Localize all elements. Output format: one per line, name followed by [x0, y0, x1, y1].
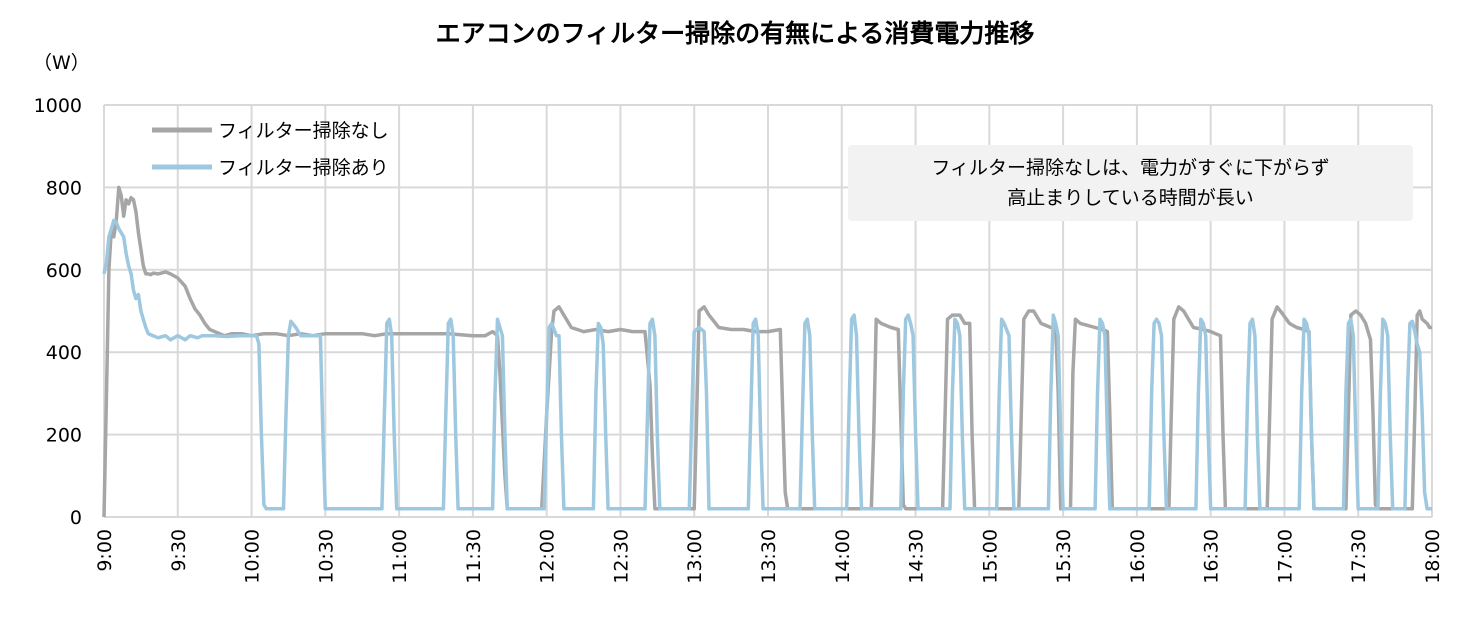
x-tick-label: 16:00: [1127, 529, 1149, 584]
legend-label-no-cleaning: フィルター掃除なし: [218, 120, 389, 142]
y-tick-label: 800: [46, 177, 82, 199]
y-tick-label: 400: [46, 342, 82, 364]
x-tick-label: 17:30: [1348, 529, 1370, 584]
y-tick-label: 600: [46, 260, 82, 282]
x-axis-ticks: 9:00 9:30 10:00 10:30 11:00 11:30 12:00 12:30 13…: [94, 529, 1444, 584]
x-tick-label: 9:30: [168, 529, 190, 572]
y-tick-label: 0: [70, 507, 82, 529]
annotation-line-2: 高止まりしている時間が長い: [1007, 187, 1254, 209]
x-tick-label: 13:30: [758, 529, 780, 584]
x-tick-label: 11:30: [463, 529, 485, 584]
x-tick-label: 10:30: [315, 529, 337, 584]
annotation-box: フィルター掃除なしは、電力がすぐに下がらず 高止まりしている時間が長い: [848, 145, 1413, 221]
annotation-line-1: フィルター掃除なしは、電力がすぐに下がらず: [931, 157, 1330, 179]
x-tick-label: 12:30: [610, 529, 632, 584]
x-tick-label: 9:00: [94, 529, 116, 572]
chart-title: エアコンのフィルター掃除の有無による消費電力推移: [435, 19, 1035, 48]
x-tick-label: 13:00: [684, 529, 706, 584]
x-tick-label: 14:00: [832, 529, 854, 584]
y-axis-ticks: 0 200 400 600 800 1000: [34, 95, 82, 529]
x-tick-label: 15:00: [979, 529, 1001, 584]
legend-label-cleaning: フィルター掃除あり: [218, 157, 389, 179]
series-lines: [102, 185, 1432, 518]
y-axis-unit: （W）: [33, 52, 90, 74]
x-tick-label: 18:00: [1422, 529, 1444, 584]
x-tick-label: 17:00: [1274, 529, 1296, 584]
x-tick-label: 12:00: [537, 529, 559, 584]
y-tick-label: 200: [46, 425, 82, 447]
x-tick-label: 14:30: [906, 529, 928, 584]
x-tick-label: 10:00: [242, 529, 264, 584]
series-line-cleaning: [102, 218, 1432, 511]
legend: フィルター掃除なし フィルター掃除あり: [152, 120, 389, 179]
x-tick-label: 11:00: [389, 529, 411, 584]
y-tick-label: 1000: [34, 95, 82, 117]
x-tick-label: 16:30: [1201, 529, 1223, 584]
x-tick-label: 15:30: [1053, 529, 1075, 584]
